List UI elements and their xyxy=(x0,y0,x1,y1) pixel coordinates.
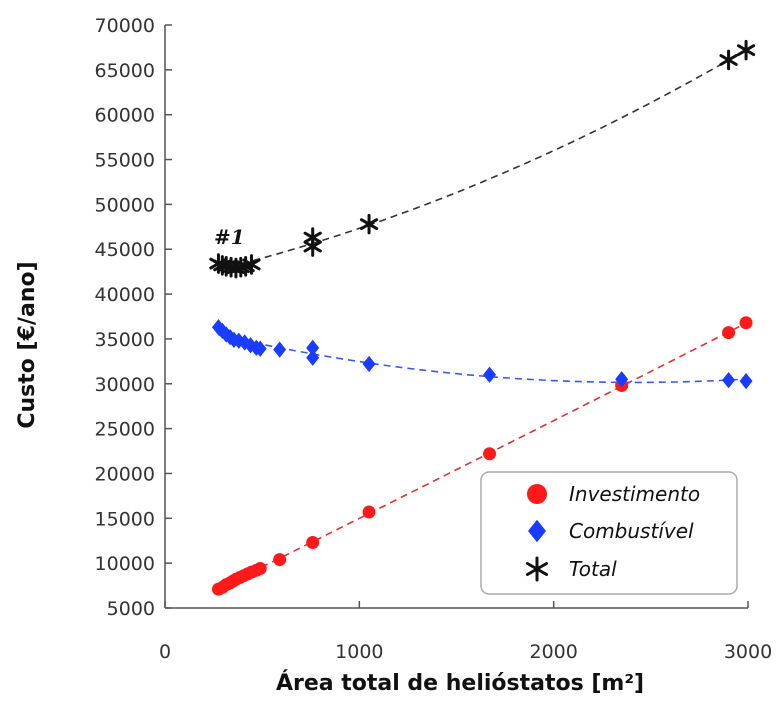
data-point-circle xyxy=(362,505,376,519)
data-point-circle xyxy=(722,326,736,340)
legend-label: Investimento xyxy=(569,482,700,506)
legend-marker-diamond xyxy=(528,519,546,543)
y-tick-label: 10000 xyxy=(95,553,155,575)
y-tick-label: 40000 xyxy=(95,284,155,306)
trendline-diamond xyxy=(218,334,747,384)
trendlines xyxy=(218,49,747,590)
trendline-circle xyxy=(218,322,747,590)
y-tick-label: 5000 xyxy=(107,598,155,620)
annotation-label: #1 xyxy=(214,225,245,249)
data-point-asterisk xyxy=(736,39,756,61)
data-point-diamond xyxy=(306,339,320,357)
data-point-diamond xyxy=(722,372,736,389)
y-tick-label: 20000 xyxy=(95,463,155,485)
data-point-diamond xyxy=(739,372,753,390)
x-tick-label: 1000 xyxy=(335,641,383,663)
data-point-circle xyxy=(483,447,497,461)
y-tick-label: 70000 xyxy=(95,15,155,37)
legend-items: Investimento Combustível Total xyxy=(525,482,700,582)
y-tick-label: 50000 xyxy=(95,194,155,216)
data-point-circle xyxy=(273,553,287,567)
data-point-asterisk xyxy=(303,236,322,257)
x-ticks: 0 1000 2000 3000 xyxy=(159,601,772,663)
legend-marker-asterisk xyxy=(525,556,549,582)
legend: Investimento Combustível Total xyxy=(480,471,738,595)
data-point-diamond xyxy=(483,366,497,383)
data-point-asterisk xyxy=(242,254,261,275)
y-tick-label: 30000 xyxy=(95,374,155,396)
y-ticks: 5000 10000 15000 20000 25000 30000 35000 40000 4… xyxy=(95,15,172,620)
data-point-circle xyxy=(306,536,320,550)
data-point-circle xyxy=(253,562,267,576)
legend-marker-circle xyxy=(527,484,547,504)
data-points xyxy=(209,39,756,596)
y-tick-label: 55000 xyxy=(95,150,155,172)
data-point-circle xyxy=(739,316,753,330)
y-tick-label: 45000 xyxy=(95,239,155,261)
y-tick-label: 60000 xyxy=(95,105,155,127)
x-tick-label: 0 xyxy=(159,641,171,663)
legend-label: Total xyxy=(569,557,617,581)
y-axis-title: Custo [€/ano] xyxy=(15,261,40,428)
x-tick-label: 2000 xyxy=(529,641,577,663)
x-tick-label: 3000 xyxy=(724,641,772,663)
axes xyxy=(164,25,748,609)
data-point-diamond xyxy=(306,349,320,366)
data-point-diamond xyxy=(615,371,629,388)
x-axis-title: Área total de helióstatos [m²] xyxy=(276,670,644,696)
data-point-diamond xyxy=(362,355,376,373)
legend-label: Combustível xyxy=(569,519,694,543)
data-point-asterisk xyxy=(719,49,738,71)
y-tick-label: 35000 xyxy=(95,329,155,351)
y-tick-label: 65000 xyxy=(95,60,155,82)
data-point-diamond xyxy=(253,340,267,357)
data-point-asterisk xyxy=(359,213,379,235)
trendline-asterisk xyxy=(218,49,747,271)
data-point-diamond xyxy=(273,341,287,358)
y-tick-label: 25000 xyxy=(95,419,155,441)
y-tick-label: 15000 xyxy=(95,508,155,530)
